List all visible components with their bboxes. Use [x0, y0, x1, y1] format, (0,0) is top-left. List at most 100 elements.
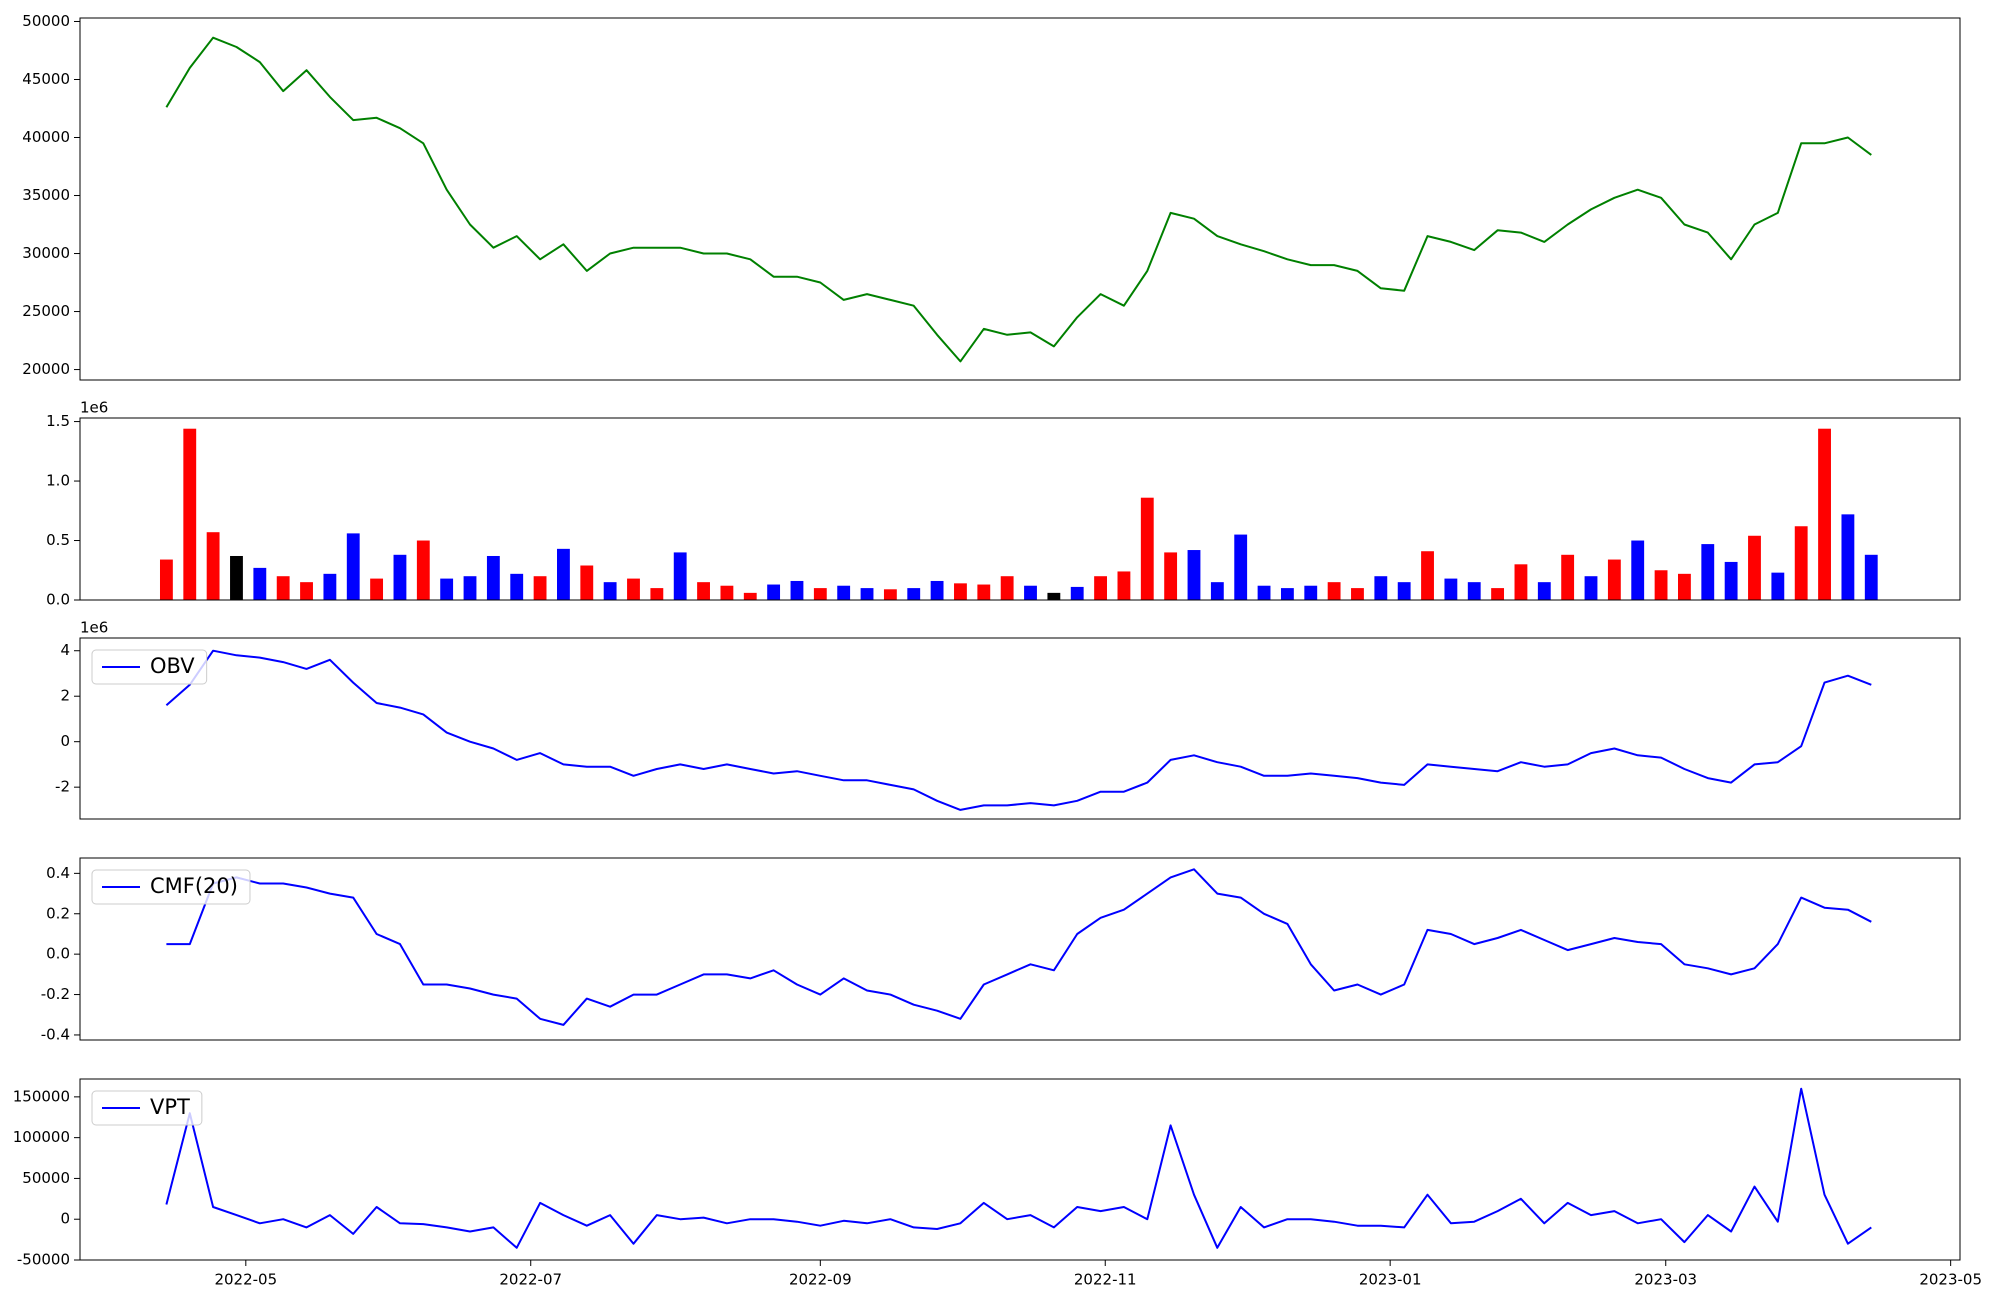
- series-line: [165, 1087, 1872, 1249]
- volume-bar: [463, 576, 477, 600]
- y-tick-label: 0.0: [46, 945, 70, 963]
- y-tick-label: 0.5: [46, 531, 70, 549]
- volume-bar: [1374, 576, 1388, 600]
- volume-bar: [1397, 582, 1411, 600]
- y-tick-label: 30000: [22, 244, 70, 262]
- legend-box: [91, 649, 208, 685]
- volume-bar: [486, 555, 500, 600]
- axes-frame: [79, 637, 1961, 820]
- volume-bar: [159, 559, 173, 600]
- volume-bar: [206, 532, 220, 600]
- axis-offset-label: 1e6: [80, 399, 108, 417]
- x-tick-label: 2022-07: [499, 1271, 562, 1289]
- axes-frame: [79, 17, 1961, 381]
- y-tick-label: 20000: [22, 360, 70, 378]
- volume-bar: [1210, 582, 1224, 600]
- volume-bar: [1818, 428, 1831, 600]
- volume-bar: [1234, 534, 1248, 600]
- y-tick-label: 1.5: [46, 412, 70, 430]
- y-tick-label: 2: [60, 687, 70, 705]
- volume-bar: [533, 576, 547, 600]
- volume-bar: [907, 588, 921, 600]
- volume-bar: [1631, 540, 1645, 600]
- volume-bar: [1187, 550, 1201, 600]
- volume-bar: [393, 554, 407, 600]
- y-tick-label: 100000: [13, 1128, 70, 1146]
- series-line: [165, 649, 1872, 811]
- x-tick-label: 2023-03: [1634, 1271, 1697, 1289]
- y-tick-label: 45000: [22, 70, 70, 88]
- series-line: [166, 868, 1872, 1026]
- volume-bar: [440, 578, 454, 600]
- volume-bar: [253, 567, 267, 600]
- volume-bar: [1467, 582, 1481, 600]
- volume-bar: [1724, 561, 1738, 600]
- volume-bar: [323, 573, 337, 600]
- y-tick-label: 0.4: [46, 864, 70, 882]
- volume-bar: [1024, 585, 1037, 600]
- y-tick-label: 4: [60, 641, 70, 659]
- legend-label: OBV: [150, 654, 195, 678]
- y-tick-label: -2: [55, 778, 70, 796]
- x-tick-label: 2023-05: [1919, 1271, 1982, 1289]
- axes-frame: [79, 417, 1961, 601]
- axes-frame: [79, 857, 1961, 1041]
- legend-label: VPT: [150, 1095, 190, 1119]
- volume-bar: [930, 580, 944, 600]
- volume-bar: [1701, 544, 1715, 600]
- volume-bar: [1444, 578, 1458, 600]
- y-tick-label: 0.0: [46, 591, 70, 609]
- volume-bar: [1164, 552, 1178, 600]
- volume-bar: [416, 540, 430, 600]
- volume-bar: [1117, 571, 1131, 600]
- y-tick-label: 0: [60, 1210, 70, 1228]
- volume-bar: [580, 565, 594, 600]
- volume-bar: [510, 573, 524, 600]
- y-tick-label: 50000: [22, 12, 70, 30]
- volume-bar: [697, 582, 710, 600]
- volume-bar: [1327, 582, 1341, 600]
- volume-bar: [1864, 554, 1878, 600]
- y-tick-label: -50000: [17, 1251, 70, 1269]
- y-tick-label: -0.2: [41, 985, 70, 1003]
- volume-bar: [370, 578, 384, 600]
- y-tick-label: 0.2: [46, 904, 70, 922]
- y-tick-label: 1.0: [46, 472, 70, 490]
- volume-bar: [230, 555, 243, 600]
- volume-bar: [1351, 588, 1364, 600]
- volume-bar: [276, 576, 290, 600]
- volume-bar: [860, 588, 874, 600]
- volume-bar: [1047, 592, 1061, 600]
- x-tick-label: 2023-01: [1359, 1271, 1422, 1289]
- y-tick-label: 50000: [22, 1169, 70, 1187]
- volume-bar: [603, 582, 617, 600]
- x-tick-label: 2022-09: [789, 1271, 852, 1289]
- volume-bar: [1654, 570, 1668, 600]
- volume-bar: [1678, 573, 1691, 600]
- volume-bar: [1514, 564, 1528, 600]
- axes-frame: [79, 1078, 1961, 1261]
- volume-bar: [183, 428, 197, 600]
- series-line: [165, 36, 1872, 363]
- volume-bar: [790, 580, 804, 600]
- volume-bar: [557, 548, 570, 600]
- volume-bar: [1794, 526, 1808, 600]
- volume-bar: [1771, 572, 1785, 600]
- volume-bar: [300, 582, 313, 600]
- volume-bar: [1094, 576, 1107, 600]
- y-tick-label: 35000: [22, 186, 70, 204]
- volume-bar: [1140, 497, 1154, 600]
- volume-bar: [1607, 559, 1621, 600]
- volume-bar: [1257, 585, 1271, 600]
- volume-bar: [1421, 551, 1434, 600]
- volume-bar: [627, 578, 640, 600]
- legend-box: [91, 1090, 203, 1126]
- volume-bar: [1070, 586, 1084, 600]
- volume-bar: [1537, 582, 1551, 600]
- volume-bar: [720, 585, 734, 600]
- volume-bar: [837, 585, 851, 600]
- y-tick-label: -0.4: [41, 1025, 70, 1043]
- y-tick-label: 40000: [22, 128, 70, 146]
